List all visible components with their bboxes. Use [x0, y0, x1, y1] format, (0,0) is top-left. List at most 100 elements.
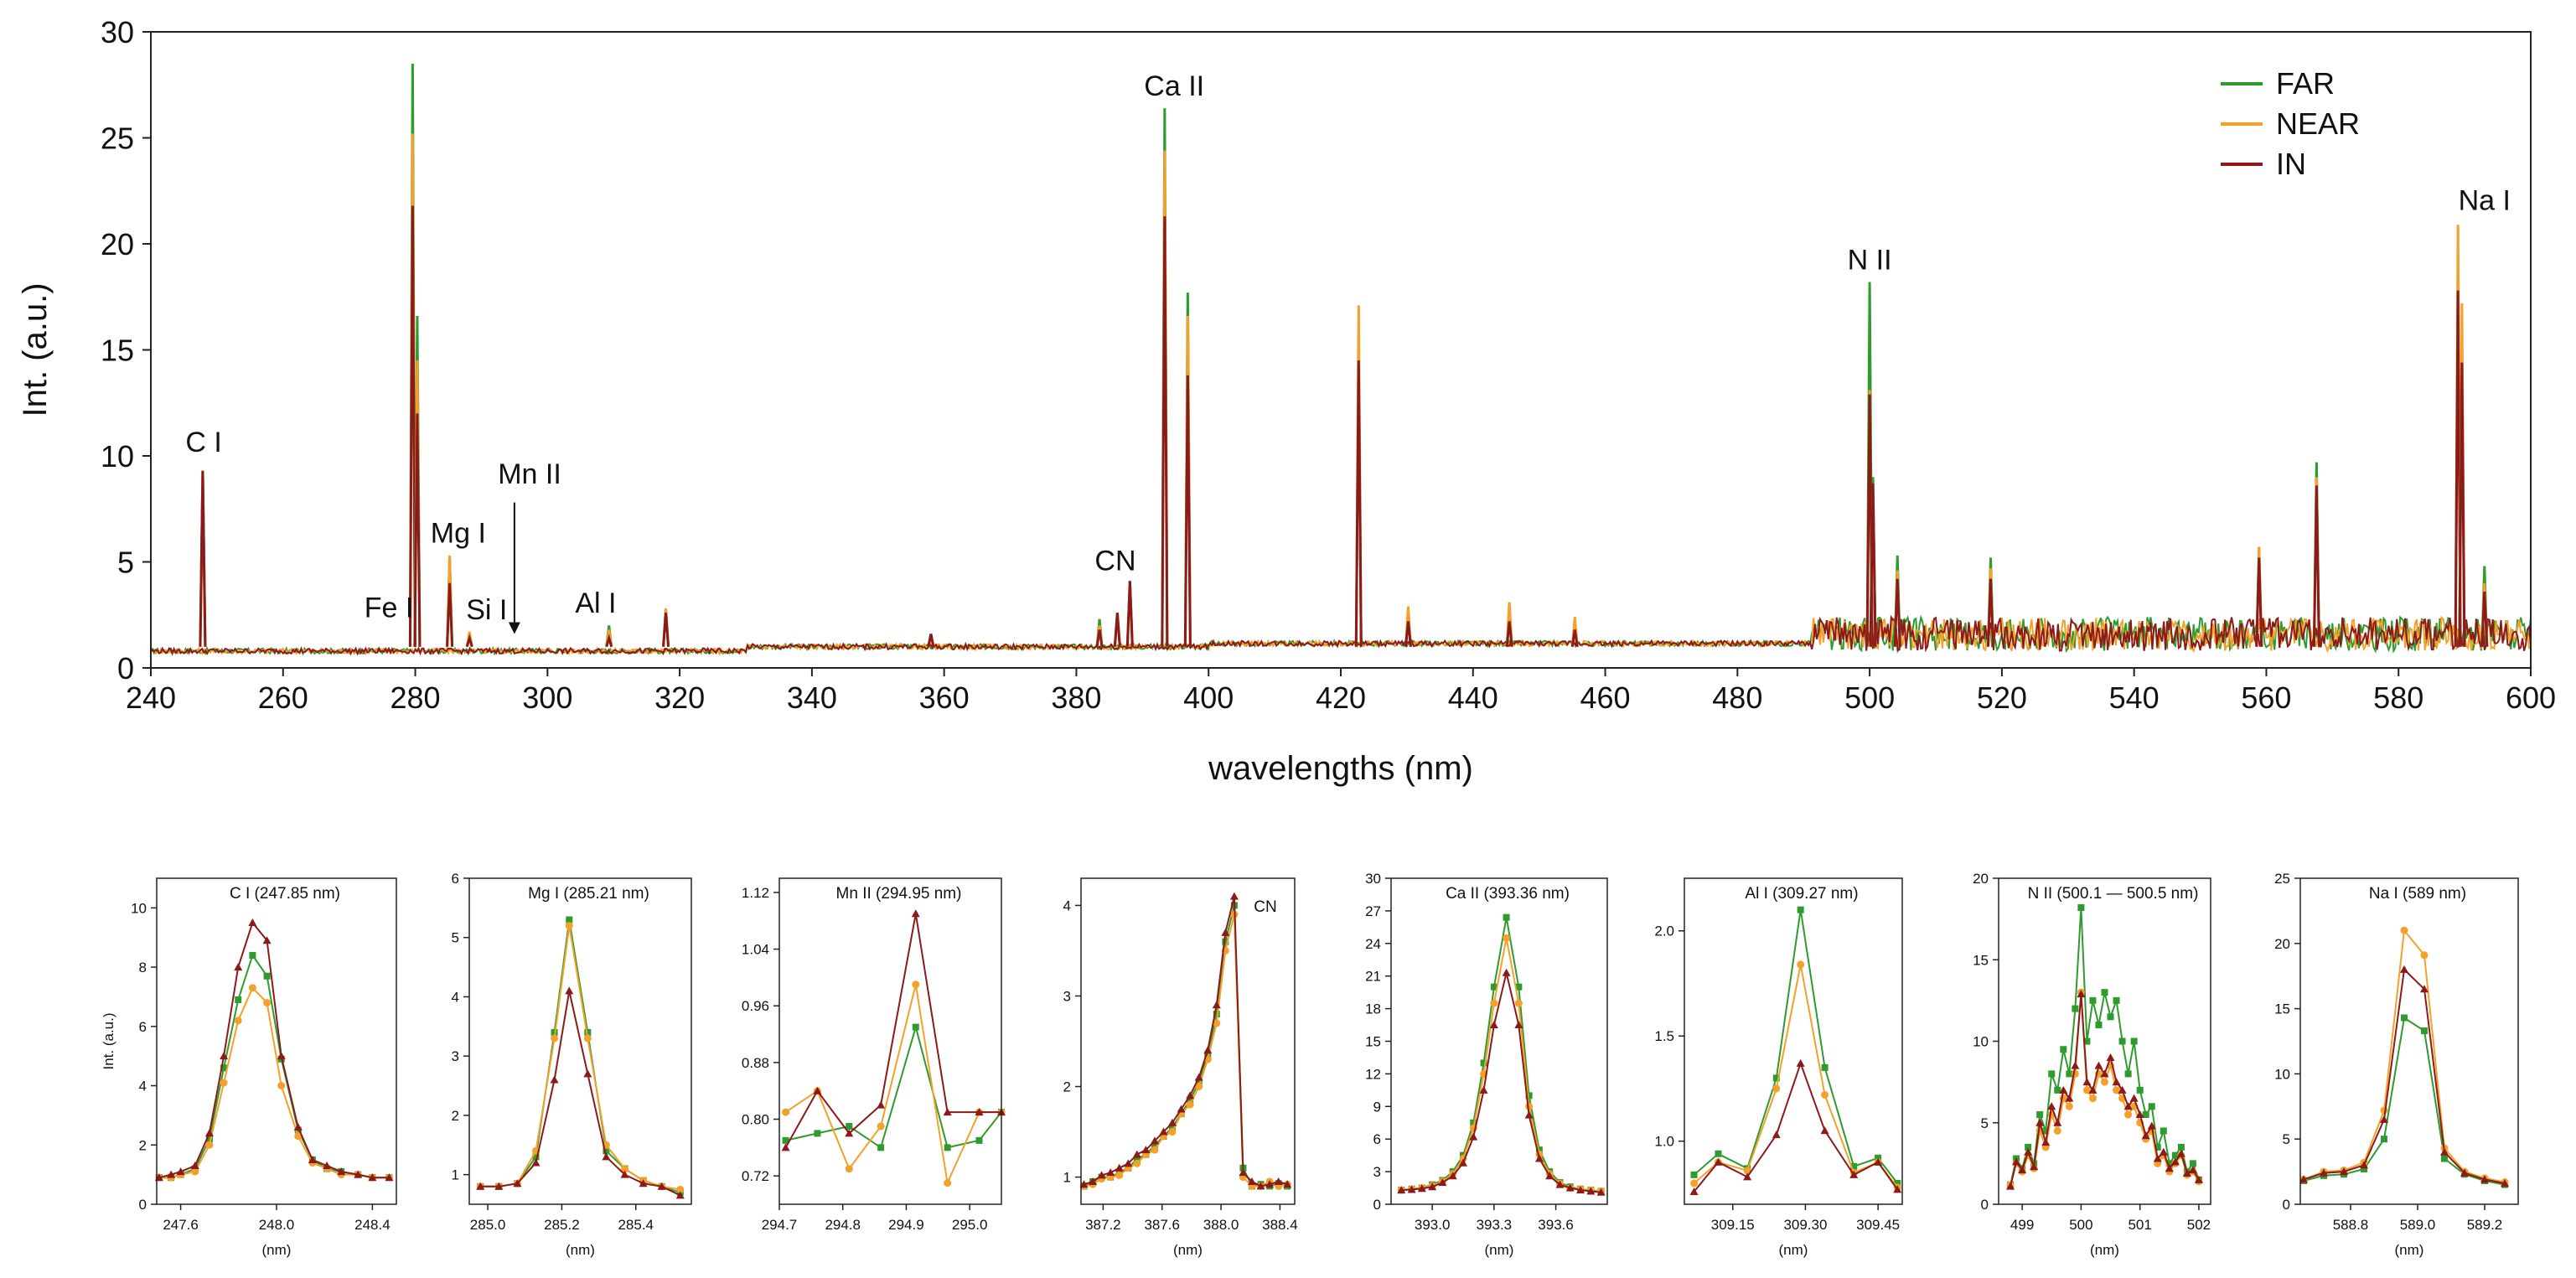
inset-nii-point-in: [2100, 1069, 2109, 1078]
inset-nii-point-in: [2082, 1078, 2092, 1086]
inset-nii-point-in: [2194, 1175, 2203, 1183]
main-xtick-label: 420: [1316, 680, 1366, 715]
main-xtick-label: 500: [1844, 680, 1895, 715]
inset-ci-point-near: [294, 1132, 303, 1141]
main-peak-in-8: [1095, 629, 1104, 647]
inset-title: N II (500.1 — 500.5 nm): [2028, 885, 2199, 903]
main-ytick-label: 15: [101, 334, 134, 368]
inset-mnii-point-far: [846, 1122, 853, 1130]
inset-nii-point-near: [2065, 1102, 2073, 1110]
main-chart: 240 260 280 300 320 340 360 380 400 420 440 460 480 5…: [17, 15, 2556, 787]
inset-mnii-point-near: [912, 980, 920, 989]
inset-ci-point-far: [249, 951, 256, 959]
inset-ytick-label: 18: [1365, 1001, 1381, 1017]
inset-xtick-label: 285.2: [544, 1217, 580, 1233]
inset-cn-point-in: [1106, 1168, 1115, 1177]
inset-ci-point-in: [293, 1123, 303, 1131]
inset-ali-line-far: [1693, 909, 1898, 1184]
inset-chart-mgi: 285.0 285.2 285.4 1 2 3 4 5 6 Mg I (285.21 nm) (nm…: [452, 871, 692, 1258]
inset-ytick-label: 12: [1365, 1066, 1381, 1082]
inset-title: CN: [1254, 898, 1276, 916]
inset-mgi-point-near: [676, 1185, 685, 1193]
inset-xlabel: (nm): [1779, 1242, 1808, 1258]
inset-caii-point-in: [1514, 1021, 1523, 1029]
inset-ci-line-in: [158, 920, 390, 1179]
inset-cn-point-in: [1229, 892, 1239, 900]
inset-cn-point-in: [1097, 1171, 1106, 1179]
inset-ytick-label: 6: [139, 1019, 147, 1035]
inset-ali-point-near: [1772, 1084, 1781, 1093]
main-peak-in-6: [662, 613, 670, 647]
inset-nii-point-far: [2072, 1005, 2079, 1012]
main-ylabel: Int. (a.u.): [17, 282, 54, 417]
main-annotation: Si I: [466, 594, 507, 626]
inset-xtick-label: 388.4: [1262, 1217, 1298, 1233]
inset-caii-point-in: [1469, 1132, 1478, 1141]
inset-nii-point-in: [2153, 1154, 2162, 1162]
main-ytick-label: 10: [101, 439, 134, 473]
inset-nii-line-in: [2010, 994, 2200, 1187]
legend-label-in: IN: [2276, 147, 2306, 181]
inset-mgi-point-in: [476, 1182, 485, 1190]
inset-xtick-label: 502: [2187, 1217, 2211, 1233]
inset-xlabel: (nm): [566, 1242, 595, 1258]
inset-nii-point-far: [2066, 1070, 2073, 1078]
inset-cn-point-in: [1159, 1127, 1168, 1136]
main-xtick-label: 600: [2506, 680, 2556, 715]
inset-nii-point-in: [2059, 1085, 2068, 1094]
inset-xtick-label: 501: [2128, 1217, 2151, 1233]
inset-mgi-point-far: [532, 1153, 540, 1161]
main-xlabel: wavelengths (nm): [1208, 750, 1473, 787]
inset-caii-point-far: [1470, 1119, 1477, 1126]
inset-title: Ca II (393.36 nm): [1446, 885, 1570, 903]
inset-cn-point-far: [1195, 1079, 1203, 1086]
inset-chart-caii: 393.0 393.3 393.6 0 3 6 9 12 15 18 21 24 27 30 Ca II (…: [1365, 871, 1608, 1258]
inset-mgi-point-in: [639, 1179, 648, 1187]
inset-cn-point-far: [1151, 1141, 1158, 1149]
inset-nii-point-near: [2082, 1086, 2091, 1094]
inset-ytick-label: 4: [1063, 898, 1071, 913]
inset-xtick-label: 294.7: [762, 1217, 798, 1233]
inset-ali-point-far: [1894, 1179, 1901, 1187]
inset-xtick-label: 294.9: [888, 1217, 924, 1233]
inset-xtick-label: 295.0: [952, 1217, 988, 1233]
inset-ali-point-near: [1743, 1167, 1751, 1175]
main-peak-in-3: [446, 582, 454, 647]
inset-caii-point-near: [1490, 999, 1498, 1007]
inset-nii-point-in: [2165, 1164, 2174, 1172]
inset-ytick-label: 0.88: [742, 1055, 769, 1071]
inset-xtick-label: 499: [2010, 1217, 2034, 1233]
inset-ylabel: Int. (a.u.): [101, 1012, 116, 1069]
inset-nii-point-near: [2088, 1094, 2097, 1103]
inset-cn-point-in: [1212, 1001, 1221, 1009]
inset-ytick-label: 2: [452, 1108, 459, 1124]
inset-mnii-point-in: [911, 909, 920, 918]
inset-ali-point-in: [1849, 1170, 1859, 1178]
inset-cn-point-in: [1265, 1180, 1275, 1188]
main-peak-in-22: [2312, 485, 2320, 647]
inset-nii-point-in: [2123, 1102, 2133, 1110]
inset-nii-point-in: [2012, 1157, 2021, 1166]
inset-nii-point-in: [2159, 1147, 2168, 1156]
inset-xtick-label: 248.4: [354, 1217, 391, 1233]
inset-ytick-label: 3: [1373, 1164, 1381, 1180]
inset-ci-point-far: [263, 972, 271, 980]
main-annotation: Al I: [575, 587, 616, 619]
inset-nii-point-in: [2135, 1110, 2144, 1119]
main-xtick-label: 460: [1580, 680, 1631, 715]
inset-mgi-line-far: [480, 919, 681, 1193]
inset-xtick-label: 248.0: [259, 1217, 295, 1233]
main-xtick-label: 520: [1977, 680, 2027, 715]
inset-caii-line-near: [1401, 938, 1601, 1193]
main-peak-in-1: [408, 205, 416, 647]
inset-nii-point-in: [2035, 1118, 2045, 1126]
main-peak-in-0: [199, 470, 207, 647]
inset-nai-point-in: [2299, 1175, 2308, 1183]
inset-ci-point-in: [248, 918, 257, 927]
inset-mgi-point-far: [603, 1147, 610, 1155]
inset-nai-point-in: [2460, 1168, 2469, 1177]
inset-mnii-point-in: [845, 1129, 854, 1137]
inset-ci-frame: [156, 877, 397, 1205]
inset-nii-point-in: [2170, 1157, 2180, 1166]
inset-xlabel: (nm): [1173, 1242, 1203, 1258]
